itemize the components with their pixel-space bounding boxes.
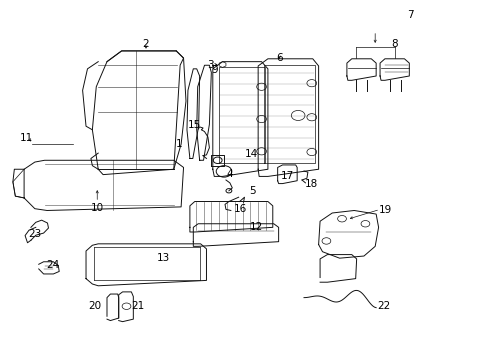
Text: 10: 10 xyxy=(90,203,103,213)
Text: 22: 22 xyxy=(376,301,389,311)
Text: 14: 14 xyxy=(244,149,257,159)
Text: 7: 7 xyxy=(406,10,413,20)
Text: 1: 1 xyxy=(176,139,183,149)
Text: 11: 11 xyxy=(20,133,33,143)
Text: 16: 16 xyxy=(233,204,246,214)
Text: 2: 2 xyxy=(142,40,149,49)
Text: 24: 24 xyxy=(46,260,59,270)
Text: 3: 3 xyxy=(206,60,213,70)
Text: 5: 5 xyxy=(249,186,256,196)
Text: 17: 17 xyxy=(280,171,293,181)
Text: 19: 19 xyxy=(379,206,392,216)
Text: 23: 23 xyxy=(28,229,41,239)
Text: 18: 18 xyxy=(305,179,318,189)
Text: 15: 15 xyxy=(188,121,201,130)
Text: 13: 13 xyxy=(157,253,170,263)
Text: 4: 4 xyxy=(226,169,233,179)
Text: 12: 12 xyxy=(249,222,262,232)
Text: 20: 20 xyxy=(88,301,101,311)
Text: 6: 6 xyxy=(276,53,283,63)
Text: 8: 8 xyxy=(390,39,397,49)
Text: 9: 9 xyxy=(211,64,218,75)
Text: 21: 21 xyxy=(131,301,144,311)
